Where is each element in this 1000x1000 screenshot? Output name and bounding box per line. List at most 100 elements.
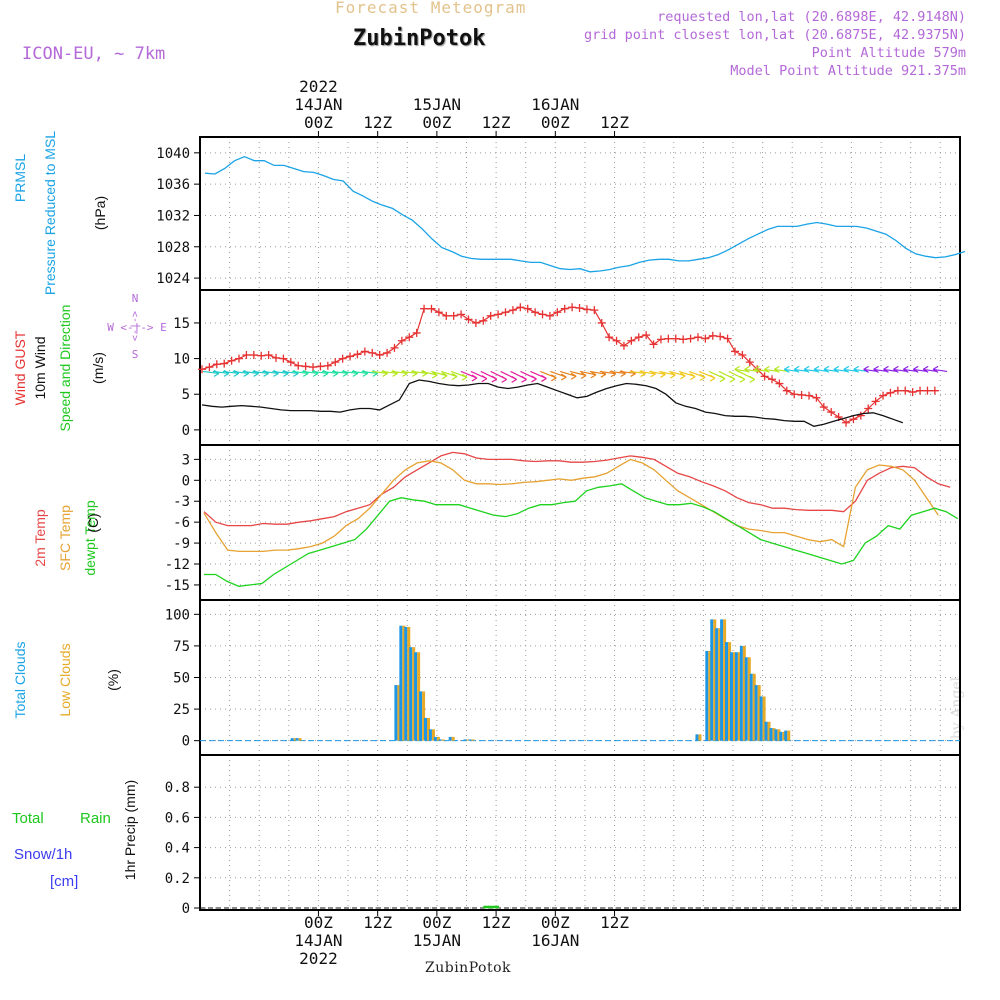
gust-marker xyxy=(723,334,732,343)
low-cloud-bar xyxy=(742,645,746,741)
gust-marker xyxy=(538,310,547,319)
top-time-label: 00Z xyxy=(304,113,333,132)
wind-direction-arrow xyxy=(669,370,686,380)
low-cloud-bar xyxy=(431,729,435,741)
bottom-time-label: 00Z xyxy=(541,913,570,932)
gust-marker xyxy=(819,403,828,412)
gust-marker xyxy=(442,311,451,320)
top-time-label: 12Z xyxy=(600,113,629,132)
low-cloud-bar xyxy=(441,739,445,741)
wind-line xyxy=(201,379,904,427)
gust-marker xyxy=(634,333,643,342)
total-cloud-bar xyxy=(428,729,432,741)
total-cloud-bar xyxy=(424,717,428,741)
total-cloud-bar xyxy=(729,652,733,741)
low-cloud-bar xyxy=(427,717,431,741)
low-cloud-bar xyxy=(402,625,406,741)
gust-line xyxy=(201,306,935,424)
y-tick-label: -9 xyxy=(173,536,190,552)
gust-marker xyxy=(568,303,577,312)
total-cloud-bar xyxy=(468,739,472,741)
meteogram-subtitle: Forecast Meteogram xyxy=(335,0,527,17)
total-cloud-bar xyxy=(774,729,778,741)
y-tick-label: -6 xyxy=(173,515,190,531)
gust-marker xyxy=(879,391,888,400)
y-tick-label: 0 xyxy=(182,423,190,439)
wind-direction-arrow xyxy=(708,370,726,383)
total-cloud-bar xyxy=(705,650,709,741)
total-cloud-bar xyxy=(784,730,788,741)
gust-marker xyxy=(375,351,384,360)
tsfc-line xyxy=(203,458,939,553)
gust-marker xyxy=(679,335,688,344)
y-tick-label: -3 xyxy=(173,494,190,510)
total-cloud-bar xyxy=(764,721,768,741)
top-time-label: 00Z xyxy=(422,113,451,132)
gust-marker xyxy=(886,388,895,397)
wind-direction-arrow xyxy=(932,365,948,373)
top-date-label: 15JAN xyxy=(413,95,461,114)
total-cloud-bar xyxy=(710,619,714,741)
gust-marker xyxy=(768,375,776,384)
top-time-label: 12Z xyxy=(363,113,392,132)
gust-marker xyxy=(212,360,221,369)
y-tick-label: 0 xyxy=(182,734,190,750)
closest-location: grid point closest lon,lat (20.6875E, 42… xyxy=(583,27,966,43)
y-tick-label: 25 xyxy=(173,702,190,718)
total-cloud-bar xyxy=(720,619,724,741)
gust-marker xyxy=(627,336,636,345)
gust-marker xyxy=(412,328,421,337)
gust-marker xyxy=(457,310,466,319)
gust-marker xyxy=(353,350,362,359)
low-cloud-bar xyxy=(752,673,756,741)
gust-marker xyxy=(427,304,436,313)
low-cloud-bar xyxy=(293,738,297,741)
panel-frame xyxy=(199,136,961,291)
total-cloud-bar xyxy=(739,645,743,741)
bottom-time-label: 00Z xyxy=(422,913,451,932)
gust-marker xyxy=(479,316,488,325)
top-year-label: 2022 xyxy=(299,77,338,96)
station-title: ZubinPotok xyxy=(353,26,486,51)
low-cloud-bar xyxy=(412,647,416,741)
gust-marker xyxy=(494,310,503,319)
gust-marker xyxy=(553,308,562,317)
gust-marker xyxy=(686,334,695,343)
gust-marker xyxy=(612,336,621,345)
pressure-line xyxy=(204,155,966,273)
gust-marker xyxy=(930,386,939,395)
y-tick-label: 50 xyxy=(173,671,190,687)
wind-direction-arrow xyxy=(728,370,746,383)
low-cloud-bar xyxy=(767,721,771,741)
total-cloud-bar xyxy=(759,696,763,741)
total-cloud-bar xyxy=(394,685,398,741)
gust-marker xyxy=(397,336,406,345)
gust-marker xyxy=(434,308,443,317)
gust-marker xyxy=(331,358,340,367)
wind-direction-arrow xyxy=(659,370,676,379)
gust-marker xyxy=(893,386,902,395)
compass-s: S xyxy=(132,348,139,361)
gust-marker xyxy=(805,391,814,400)
gust-marker xyxy=(471,318,480,327)
gust-marker xyxy=(220,359,229,368)
y-tick-label: 0.2 xyxy=(165,871,190,887)
total-cloud-bar xyxy=(744,657,748,741)
wind-direction-arrow xyxy=(688,370,706,381)
model-altitude: Model Point Altitude 921.375m xyxy=(730,63,966,79)
total-cloud-bar xyxy=(295,738,299,741)
gust-marker xyxy=(812,393,821,402)
gust-marker xyxy=(257,351,266,360)
low-cloud-bar xyxy=(762,696,766,741)
footer-station: ZubinPotok xyxy=(425,960,512,976)
low-cloud-bar xyxy=(713,619,717,741)
gust-marker xyxy=(523,304,532,313)
low-cloud-bar xyxy=(436,736,440,741)
gust-marker xyxy=(316,362,325,371)
gust-marker xyxy=(264,351,273,360)
t2m-line xyxy=(203,451,951,527)
total-cloud-bar xyxy=(715,628,719,741)
total-cloud-bar xyxy=(419,691,423,741)
total-cloud-bar xyxy=(754,685,758,741)
y-tick-label: 15 xyxy=(173,316,190,332)
